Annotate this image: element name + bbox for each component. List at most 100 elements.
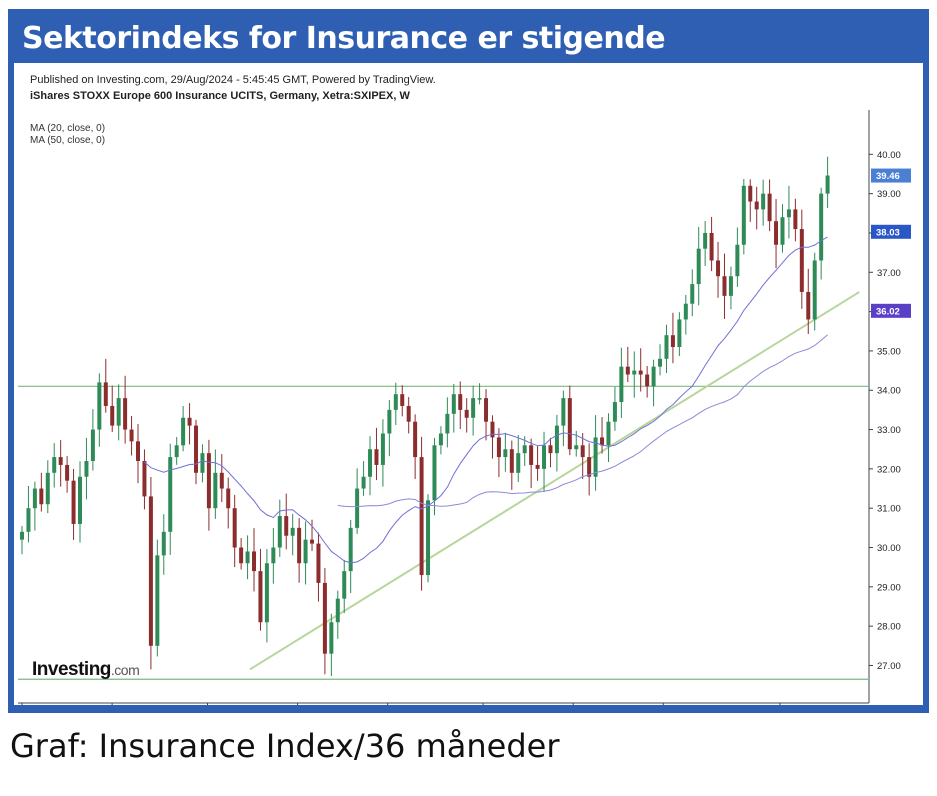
candle-body (812, 260, 817, 320)
candle-body (232, 508, 237, 548)
candle-body (432, 445, 437, 501)
candle-body (161, 531, 166, 556)
candle-body (284, 516, 289, 536)
y-tick-label: 34.00 (877, 386, 901, 397)
price-badge (871, 224, 911, 239)
figure-caption: Graf: Insurance Index/36 måneder (10, 727, 560, 765)
candle-body (625, 366, 630, 375)
rising-trendline (249, 291, 860, 671)
candle-body (348, 527, 353, 572)
candle-body (509, 449, 514, 473)
candle-body (316, 543, 321, 583)
candle-body (380, 433, 385, 465)
candle-body (529, 445, 534, 465)
candle-body (774, 221, 779, 245)
candle-body (387, 409, 392, 434)
instrument-title: iShares STOXX Europe 600 Insurance UCITS… (30, 90, 410, 102)
candle-body (271, 547, 276, 564)
candle-body (342, 571, 347, 599)
y-tick-label: 30.00 (877, 543, 901, 554)
candle-body (322, 582, 327, 654)
candle-body (361, 476, 366, 489)
candle-body (136, 441, 141, 462)
candle-body (677, 319, 682, 347)
candle-body (239, 547, 244, 564)
candle-body (522, 445, 527, 454)
candle-body (580, 445, 585, 458)
candle-body (393, 394, 398, 410)
candle-body (767, 193, 772, 222)
price-badge (871, 303, 911, 318)
candle-body (20, 531, 24, 540)
candle-body (574, 445, 579, 450)
candle-body (606, 421, 611, 446)
candle-body (297, 527, 302, 564)
candle-body (310, 539, 315, 544)
candle-body (741, 185, 746, 245)
candle-body (142, 461, 147, 497)
candle-body (780, 217, 785, 245)
candle-body (355, 488, 360, 528)
candle-body (722, 276, 727, 296)
candle-body (329, 622, 334, 654)
candle-body (561, 398, 566, 426)
candle-body (258, 571, 263, 623)
candle-body (503, 449, 508, 458)
headline-title: Sektorindeks for Insurance er stigende (22, 21, 666, 56)
price-badge-label: 39.46 (876, 171, 900, 182)
candle-body (219, 472, 224, 489)
candle-body (593, 437, 598, 477)
candle-body (226, 488, 231, 509)
candle-body (168, 457, 173, 532)
y-tick-label: 39.00 (877, 189, 901, 200)
candle-body (484, 398, 489, 422)
candle-body (103, 382, 108, 406)
candle-body (735, 244, 740, 277)
candle-body (213, 472, 218, 509)
ma50-line (337, 334, 828, 508)
candle-body (194, 425, 199, 473)
candle-body (123, 398, 128, 430)
candle-body (670, 335, 675, 347)
candle-body (110, 405, 115, 426)
candle-body (148, 496, 153, 646)
candle-body (567, 398, 572, 450)
candle-body (458, 394, 463, 410)
candle-body (554, 425, 559, 454)
investing-logo: Investing.com (32, 659, 140, 681)
candle-body (277, 516, 282, 548)
candle-body (438, 433, 443, 446)
y-tick-label: 31.00 (877, 504, 901, 515)
candle-body (303, 539, 308, 564)
candle-body (426, 500, 431, 576)
candle-body (174, 445, 179, 458)
candle-body (335, 598, 340, 623)
candle-body (90, 429, 95, 462)
candle-body (58, 457, 63, 465)
candle-body (32, 488, 37, 509)
candle-body (799, 229, 804, 292)
candle-body (761, 193, 766, 210)
logo-main: Investing (32, 659, 111, 680)
candle-body (413, 421, 418, 458)
candle-body (45, 472, 50, 505)
candle-body (187, 417, 192, 426)
candle-body (516, 453, 521, 473)
candle-body (471, 398, 476, 418)
candle-body (638, 370, 643, 375)
candle-body (252, 551, 257, 572)
candle-body (181, 417, 186, 446)
price-badge-label: 38.03 (876, 227, 900, 238)
candle-body (97, 382, 102, 430)
candle-body (793, 209, 798, 230)
candle-body (664, 335, 669, 359)
logo-suffix: .com (110, 662, 140, 678)
candle-body (703, 232, 708, 249)
candle-body (84, 461, 89, 477)
candle-body (52, 457, 57, 473)
candle-body (206, 453, 211, 509)
candle-body (245, 551, 250, 564)
y-tick-label: 32.00 (877, 464, 901, 475)
y-tick-label: 40.00 (877, 150, 901, 161)
candle-body (65, 464, 70, 481)
